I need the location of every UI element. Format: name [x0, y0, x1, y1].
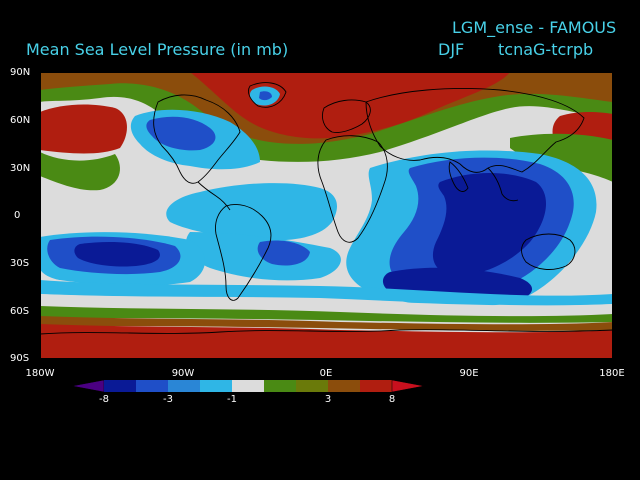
southern-green-band	[40, 306, 613, 323]
lon-label-180w: 180W	[25, 368, 55, 379]
lon-label-90w: 90W	[171, 368, 195, 379]
colorbar-label: -8	[99, 394, 109, 405]
coast-australia	[521, 233, 576, 270]
colorbar-swatch	[232, 380, 264, 392]
colorbar-label: 8	[388, 394, 396, 405]
colorbar-swatch	[200, 380, 232, 392]
colorbar-swatch	[168, 380, 200, 392]
lat-label-90n: 90N	[10, 67, 31, 78]
season-label: DJF	[438, 40, 465, 59]
colorbar	[72, 379, 424, 393]
southern-light-blue	[40, 280, 613, 306]
south-pacific-deep	[74, 242, 160, 267]
na-medium-blue	[146, 116, 216, 151]
lon-label-180e: 180E	[599, 368, 625, 379]
coastlines	[40, 82, 613, 335]
lon-label-90e: 90E	[459, 368, 479, 379]
pacific-north-green	[40, 152, 120, 191]
colorbar-swatch	[360, 380, 392, 392]
colorbar-label: -1	[227, 394, 237, 405]
colorbar-label: -3	[163, 394, 173, 405]
southern-brown-band	[40, 316, 613, 331]
coast-north-america	[153, 94, 241, 184]
colorbar-swatch	[104, 380, 136, 392]
colorbar-right-arrow	[391, 379, 424, 393]
difference-label: tcnaG-tcrpb	[498, 40, 594, 59]
coast-southeast-asia	[487, 167, 519, 202]
coast-greenland	[247, 82, 287, 108]
colorbar-swatch	[296, 380, 328, 392]
run-label: LGM_ense - FAMOUS	[452, 18, 617, 37]
lat-label-90s: 90S	[10, 353, 30, 364]
lon-label-0e: 0E	[319, 368, 333, 379]
colorbar-swatch	[136, 380, 168, 392]
coast-india	[448, 161, 469, 192]
colorbar-left-arrow	[72, 379, 105, 393]
coast-antarctica	[40, 329, 613, 335]
lat-label-60s: 60S	[10, 306, 30, 317]
greenland-blue-core	[259, 91, 272, 101]
map-title: Mean Sea Level Pressure (in mb)	[26, 40, 289, 59]
indopacific-deep	[432, 173, 547, 276]
lat-label-60n: 60N	[10, 115, 31, 126]
colorbar-swatch	[264, 380, 296, 392]
south-atlantic-medium	[257, 240, 310, 266]
pressure-anomaly-map	[40, 72, 613, 359]
coast-africa	[317, 135, 388, 243]
coast-central-america	[197, 181, 231, 211]
lat-label-30n: 30N	[10, 163, 31, 174]
coast-south-america	[215, 204, 272, 301]
lat-label-eq: 0	[14, 210, 21, 221]
atlantic-tropical-blue	[166, 183, 337, 241]
antarctic-red	[40, 324, 613, 359]
lat-label-30s: 30S	[10, 258, 30, 269]
coast-asia	[365, 88, 585, 173]
colorbar-label: 3	[324, 394, 332, 405]
pacific-north-red	[40, 104, 127, 154]
asia-east-green	[510, 133, 613, 182]
map-frame	[40, 72, 613, 359]
southern-neutral-band	[40, 294, 613, 315]
colorbar-swatch	[328, 380, 360, 392]
coast-europe	[321, 99, 371, 133]
